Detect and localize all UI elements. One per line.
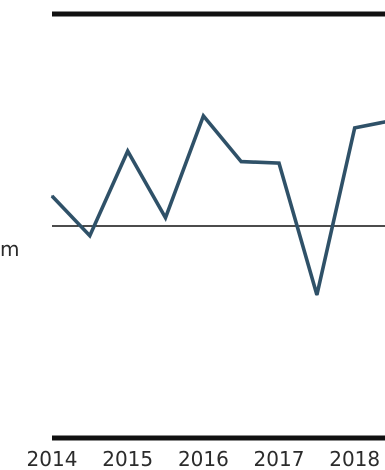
- data-point: [126, 150, 129, 152]
- data-point: [164, 217, 167, 219]
- data-point: [202, 115, 205, 117]
- data-point: [89, 234, 91, 237]
- x-tick-label: 2014: [27, 447, 78, 470]
- x-tick-label: 2015: [102, 447, 153, 470]
- data-point: [240, 160, 242, 163]
- x-tick-label: 2017: [254, 447, 305, 470]
- x-tick-label: 2016: [178, 447, 229, 470]
- y-axis-label-fragment: m: [0, 237, 19, 261]
- x-tick-labels: 2014 2015 2016 2017 2018: [27, 447, 381, 470]
- data-point: [51, 195, 53, 197]
- x-tick-label: 2018: [329, 447, 380, 470]
- data-point: [353, 127, 356, 129]
- series-line-0: [50, 112, 385, 296]
- series-layer: [50, 112, 385, 296]
- data-point: [316, 294, 318, 296]
- data-point: [278, 162, 280, 164]
